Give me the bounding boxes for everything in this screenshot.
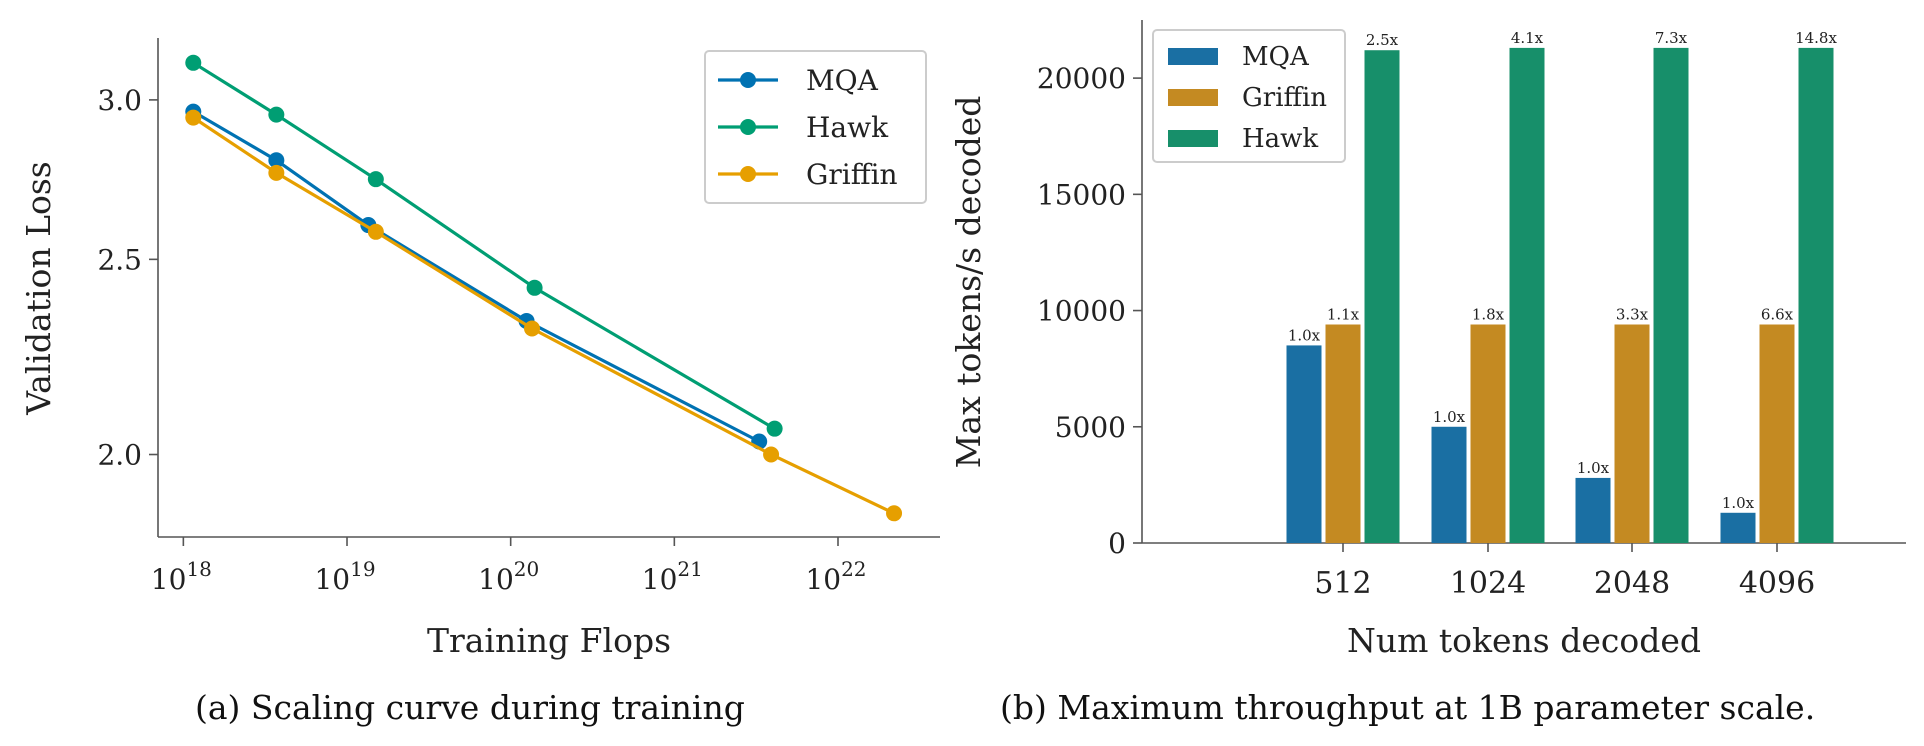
bar-hawk xyxy=(1509,47,1545,543)
x-tick-label: 1020 xyxy=(478,557,539,596)
bar-data-label: 3.3x xyxy=(1616,306,1649,324)
x-tick-label: 1024 xyxy=(1450,566,1526,601)
x-tick-label: 512 xyxy=(1314,566,1371,601)
legend-label: Hawk xyxy=(1242,124,1318,154)
legend-label: MQA xyxy=(1242,42,1310,72)
bar-hawk xyxy=(1798,47,1834,543)
bar-data-label: 1.8x xyxy=(1472,306,1505,324)
legend-swatch xyxy=(1168,130,1218,147)
x-tick-base: 10 xyxy=(151,563,187,596)
data-point-hawk xyxy=(268,106,285,123)
bar-mqa xyxy=(1720,512,1756,543)
legend-box xyxy=(704,50,927,204)
data-point-mqa xyxy=(268,152,285,169)
y-tick-label: 10000 xyxy=(1037,295,1126,328)
bar-mqa xyxy=(1286,345,1322,543)
x-tick-base: 10 xyxy=(642,563,678,596)
x-tick-base: 10 xyxy=(478,563,514,596)
x-tick-exponent: 18 xyxy=(186,557,211,581)
y-axis-title: Validation Loss xyxy=(19,161,58,415)
data-point-griffin xyxy=(524,320,541,337)
bar-hawk xyxy=(1653,47,1689,543)
data-point-griffin xyxy=(886,505,903,522)
legend-label: Griffin xyxy=(1242,83,1327,113)
legend-label: MQA xyxy=(806,64,879,97)
bar-data-label: 14.8x xyxy=(1795,29,1837,47)
data-point-hawk xyxy=(526,279,543,296)
legend-swatch-marker xyxy=(740,166,756,182)
legend-swatch xyxy=(1168,89,1218,106)
y-tick-label: 0 xyxy=(1108,527,1126,560)
x-tick-base: 10 xyxy=(314,563,350,596)
bar-data-label: 6.6x xyxy=(1761,306,1794,324)
x-tick-label: 2048 xyxy=(1594,566,1670,601)
y-tick-label: 3.0 xyxy=(97,84,142,117)
data-point-griffin xyxy=(185,109,202,126)
caption-b: (b) Maximum throughput at 1B parameter s… xyxy=(1000,688,1816,727)
x-tick-label: 4096 xyxy=(1739,566,1815,601)
legend-swatch xyxy=(1168,48,1218,65)
throughput-bar-chart: 0 5000 10000 15000 20000 512 1.0x 1.1x 2.5x 1024 1… xyxy=(949,20,1906,660)
bar-data-label: 7.3x xyxy=(1655,29,1688,47)
data-point-hawk xyxy=(185,54,202,71)
x-axis-title: Num tokens decoded xyxy=(1347,621,1701,660)
bar-data-label: 2.5x xyxy=(1366,31,1399,49)
legend-label: Griffin xyxy=(806,158,898,191)
data-point-hawk xyxy=(766,420,783,437)
y-tick-label: 15000 xyxy=(1037,178,1126,211)
bar-data-label: 1.0x xyxy=(1722,494,1755,512)
y-tick-label: 5000 xyxy=(1055,411,1126,444)
bar-griffin xyxy=(1759,324,1795,543)
x-axis-title: Training Flops xyxy=(427,621,671,660)
x-tick-label: 1019 xyxy=(314,557,375,596)
bar-data-label: 4.1x xyxy=(1511,29,1544,47)
caption-a: (a) Scaling curve during training xyxy=(195,688,745,727)
data-point-griffin xyxy=(763,446,780,463)
x-tick-exponent: 21 xyxy=(677,557,702,581)
x-tick-label: 1021 xyxy=(642,557,703,596)
data-point-griffin xyxy=(367,223,384,240)
bar-data-label: 1.0x xyxy=(1577,459,1610,477)
bar-griffin xyxy=(1470,324,1506,543)
data-point-hawk xyxy=(367,171,384,188)
bar-mqa xyxy=(1431,426,1467,543)
bar-griffin xyxy=(1614,324,1650,543)
legend-swatch-marker xyxy=(740,72,756,88)
data-point-griffin xyxy=(268,164,285,181)
legend: MQA Hawk Griffin xyxy=(704,50,927,204)
y-axis-title: Max tokens/s decoded xyxy=(949,96,988,469)
x-tick-base: 10 xyxy=(805,563,841,596)
x-tick-exponent: 22 xyxy=(841,557,866,581)
series-line-griffin xyxy=(192,116,895,515)
x-tick-exponent: 20 xyxy=(514,557,539,581)
legend-label: Hawk xyxy=(806,111,889,144)
x-tick-label: 1022 xyxy=(805,557,866,596)
y-tick-label: 2.5 xyxy=(97,243,142,276)
y-tick-label: 2.0 xyxy=(97,439,142,472)
bar-hawk xyxy=(1364,50,1400,544)
bar-data-label: 1.0x xyxy=(1288,326,1321,344)
legend: MQA Griffin Hawk xyxy=(1152,29,1346,163)
legend-swatch-marker xyxy=(740,119,756,135)
bar-griffin xyxy=(1325,324,1361,543)
bar-data-label: 1.0x xyxy=(1433,408,1466,426)
bar-mqa xyxy=(1575,477,1611,543)
x-tick-label: 1018 xyxy=(151,557,212,596)
y-tick-label: 20000 xyxy=(1037,62,1126,95)
bar-data-label: 1.1x xyxy=(1327,306,1360,324)
x-tick-exponent: 19 xyxy=(350,557,375,581)
